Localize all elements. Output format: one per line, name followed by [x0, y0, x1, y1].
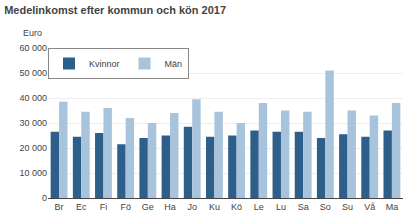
svg-text:Ec: Ec [76, 202, 87, 212]
svg-text:Euro: Euro [23, 28, 42, 38]
svg-text:Kvinnor: Kvinnor [89, 59, 120, 69]
svg-text:Sa: Sa [298, 202, 309, 212]
svg-text:Fö: Fö [120, 202, 131, 212]
svg-text:50 000: 50 000 [19, 68, 47, 78]
svg-text:Ha: Ha [164, 202, 176, 212]
svg-text:Fi: Fi [100, 202, 108, 212]
svg-text:0: 0 [42, 193, 47, 203]
svg-text:Br: Br [55, 202, 64, 212]
svg-text:Vå: Vå [364, 202, 375, 212]
svg-text:Lu: Lu [276, 202, 286, 212]
svg-text:Kö: Kö [231, 202, 242, 212]
svg-text:Medelinkomst efter kommun och: Medelinkomst efter kommun och kön 2017 [4, 4, 226, 16]
svg-text:Ma: Ma [386, 202, 399, 212]
svg-text:60 000: 60 000 [19, 43, 47, 53]
svg-text:Ge: Ge [142, 202, 154, 212]
svg-text:40 000: 40 000 [19, 93, 47, 103]
svg-text:Su: Su [342, 202, 353, 212]
svg-text:Jo: Jo [187, 202, 197, 212]
svg-text:Le: Le [254, 202, 264, 212]
svg-text:30 000: 30 000 [19, 118, 47, 128]
svg-text:So: So [320, 202, 331, 212]
svg-text:Ku: Ku [209, 202, 220, 212]
svg-text:10 000: 10 000 [19, 168, 47, 178]
svg-text:Män: Män [165, 59, 183, 69]
svg-text:20 000: 20 000 [19, 143, 47, 153]
